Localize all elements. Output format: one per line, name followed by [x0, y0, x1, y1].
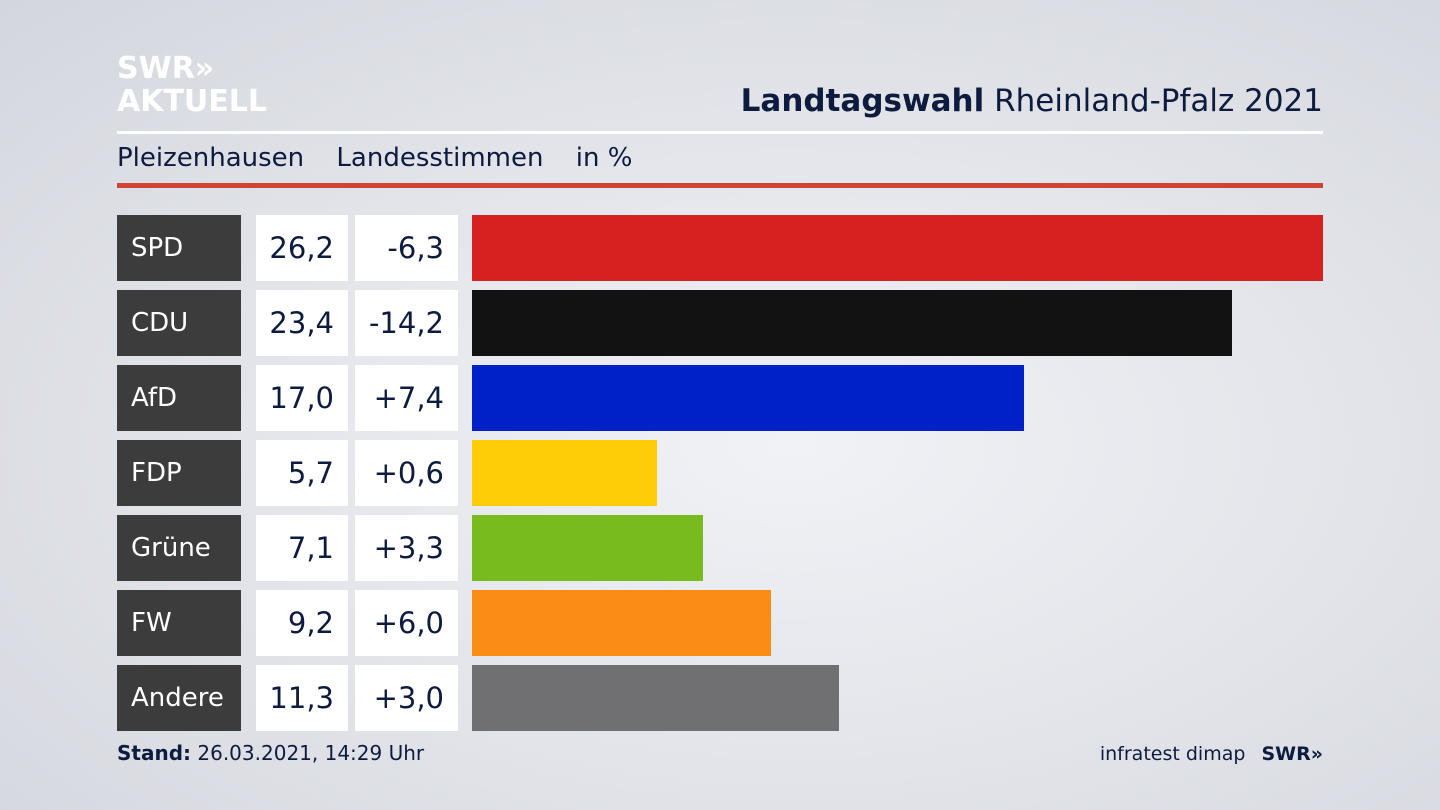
vote-change-label: -6,3 — [355, 215, 458, 281]
page-title: Landtagswahl Rheinland-Pfalz 2021 — [741, 86, 1323, 117]
party-label: Andere — [117, 665, 241, 731]
vote-share-bar — [472, 440, 657, 506]
chart-subtitle: Pleizenhausen Landesstimmen in % — [117, 145, 656, 171]
vote-share-bar — [472, 290, 1232, 356]
result-row: SPD 26,2 -6,3 — [117, 215, 1323, 281]
vote-share-label: 17,0 — [256, 365, 348, 431]
swr-aktuell-logo: SWR» AKTUELL — [117, 54, 267, 117]
vote-share-label: 7,1 — [256, 515, 348, 581]
timestamp-label: Stand: — [117, 741, 192, 765]
vote-change-label: +0,6 — [355, 440, 458, 506]
result-row: Andere 11,3 +3,0 — [117, 665, 1323, 731]
page-title-rest: Rheinland-Pfalz 2021 — [994, 83, 1323, 119]
party-label: FDP — [117, 440, 241, 506]
logo-line-swr: SWR» — [117, 51, 215, 86]
vote-change-label: +3,0 — [355, 665, 458, 731]
page-title-bold: Landtagswahl — [740, 83, 985, 119]
vote-share-bar — [472, 365, 1024, 431]
source-credit: infratest dimap SWR» — [1100, 742, 1323, 766]
result-row: AfD 17,0 +7,4 — [117, 365, 1323, 431]
vote-change-label: +7,4 — [355, 365, 458, 431]
party-label: SPD — [117, 215, 241, 281]
party-label: CDU — [117, 290, 241, 356]
vote-share-bar — [472, 590, 771, 656]
result-row: FW 9,2 +6,0 — [117, 590, 1323, 656]
subtitle-divider — [117, 183, 1323, 188]
source-name: infratest dimap — [1099, 743, 1246, 765]
result-row: FDP 5,7 +0,6 — [117, 440, 1323, 506]
vote-share-bar — [472, 665, 839, 731]
subtitle-vote-type: Landesstimmen — [336, 143, 544, 173]
party-label: FW — [117, 590, 241, 656]
vote-change-label: +3,3 — [355, 515, 458, 581]
vote-share-label: 23,4 — [256, 290, 348, 356]
timestamp-value: 26.03.2021, 14:29 Uhr — [197, 741, 425, 765]
logo-line-aktuell: AKTUELL — [117, 84, 268, 119]
vote-change-label: +6,0 — [355, 590, 458, 656]
vote-change-label: -14,2 — [355, 290, 458, 356]
swr-logo-small: SWR» — [1261, 743, 1323, 765]
subtitle-unit: in % — [575, 143, 633, 173]
vote-share-label: 9,2 — [256, 590, 348, 656]
result-row: Grüne 7,1 +3,3 — [117, 515, 1323, 581]
header-divider — [117, 131, 1323, 134]
timestamp: Stand: 26.03.2021, 14:29 Uhr — [117, 741, 424, 765]
subtitle-place: Pleizenhausen — [117, 143, 305, 173]
vote-share-label: 26,2 — [256, 215, 348, 281]
vote-share-label: 5,7 — [256, 440, 348, 506]
party-label: AfD — [117, 365, 241, 431]
vote-share-bar — [472, 215, 1323, 281]
result-row: CDU 23,4 -14,2 — [117, 290, 1323, 356]
party-label: Grüne — [117, 515, 241, 581]
vote-share-bar — [472, 515, 703, 581]
vote-share-label: 11,3 — [256, 665, 348, 731]
